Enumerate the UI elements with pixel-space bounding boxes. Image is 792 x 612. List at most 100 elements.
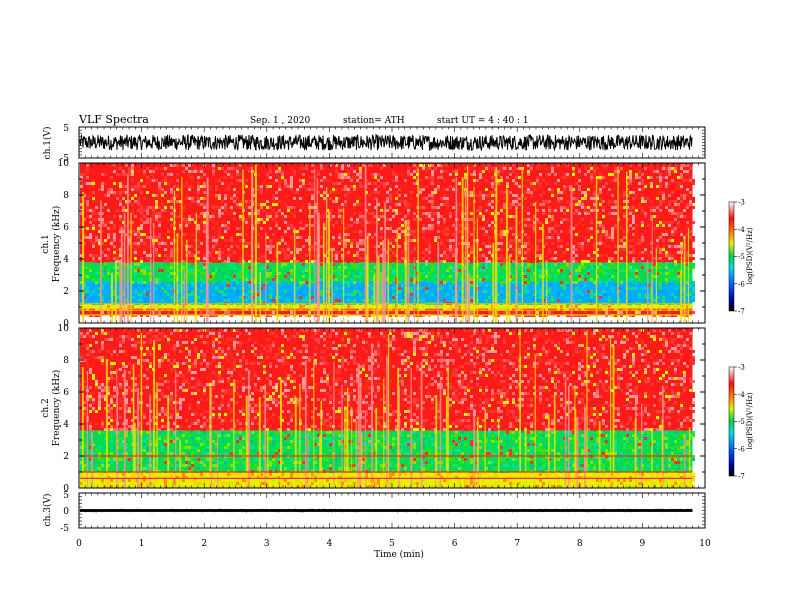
spectro-cell	[686, 305, 689, 308]
spectro-cell	[446, 164, 449, 167]
spectro-cell	[434, 251, 437, 254]
spectro-cell	[629, 266, 632, 269]
spectro-cell	[518, 260, 521, 263]
spectro-cell	[581, 266, 584, 269]
spectro-cell	[611, 233, 614, 236]
spectro-cell	[170, 212, 173, 215]
spectro-cell	[197, 188, 200, 191]
spectro-cell	[341, 215, 344, 218]
spectro-cell	[662, 164, 665, 167]
spectro-cell	[146, 257, 149, 260]
spectro-cell	[266, 284, 269, 287]
spectro-cell	[155, 251, 158, 254]
spectro-cell	[146, 245, 149, 248]
spectro-cell	[623, 194, 626, 197]
spectro-cell	[632, 260, 635, 263]
spectro-cell	[608, 278, 611, 281]
spectro-cell	[677, 206, 680, 209]
spectro-cell	[359, 293, 362, 296]
spectro-cell	[422, 227, 425, 230]
spectro-cell	[680, 188, 683, 191]
spectro-cell	[398, 188, 401, 191]
spectro-cell	[80, 281, 83, 284]
spectro-cell	[398, 236, 401, 239]
spectro-cell	[191, 281, 194, 284]
spectro-cell	[188, 254, 191, 257]
spectro-cell	[632, 269, 635, 272]
spectro-cell	[83, 359, 86, 362]
spectro-cell	[659, 185, 662, 188]
spectro-cell	[155, 272, 158, 275]
spectro-cell	[656, 185, 659, 188]
spectro-cell	[449, 230, 452, 233]
spectro-cell	[155, 173, 158, 176]
spectro-cell	[212, 236, 215, 239]
spectro-cell	[320, 266, 323, 269]
spectro-cell	[380, 176, 383, 179]
spectro-cell	[497, 170, 500, 173]
spectro-cell	[575, 176, 578, 179]
spectro-cell	[182, 260, 185, 263]
spectro-cell	[95, 179, 98, 182]
spectro-cell	[452, 263, 455, 266]
spectro-cell	[653, 167, 656, 170]
spectro-cell	[440, 260, 443, 263]
spectro-cell	[656, 170, 659, 173]
spectro-cell	[401, 233, 404, 236]
spectro-cell	[584, 191, 587, 194]
spectro-cell	[311, 215, 314, 218]
spectro-cell	[572, 197, 575, 200]
spectro-cell	[128, 266, 131, 269]
spectro-cell	[671, 164, 674, 167]
spectro-cell	[428, 251, 431, 254]
spectro-cell	[353, 299, 356, 302]
spectro-cell	[116, 281, 119, 284]
spectro-cell	[644, 299, 647, 302]
spectro-cell	[488, 269, 491, 272]
spectro-cell	[410, 230, 413, 233]
spectro-cell	[359, 212, 362, 215]
spectro-cell	[434, 266, 437, 269]
spectro-cell	[80, 179, 83, 182]
spectro-cell	[599, 176, 602, 179]
spectro-cell	[230, 239, 233, 242]
spectro-cell	[305, 197, 308, 200]
spectro-cell	[665, 215, 668, 218]
spectro-cell	[572, 188, 575, 191]
spectro-cell	[275, 170, 278, 173]
spectro-cell	[575, 242, 578, 245]
spectro-cell	[389, 200, 392, 203]
spectro-cell	[515, 182, 518, 185]
spectro-cell	[497, 167, 500, 170]
spectro-cell	[272, 290, 275, 293]
spectro-cell	[674, 308, 677, 311]
spectro-cell	[140, 269, 143, 272]
spectro-cell	[377, 239, 380, 242]
spectro-cell	[290, 224, 293, 227]
spectro-cell	[464, 173, 467, 176]
spectro-cell	[452, 296, 455, 299]
spectro-cell	[83, 407, 86, 410]
spectro-cell	[650, 269, 653, 272]
spectro-cell	[446, 245, 449, 248]
spectro-cell	[548, 236, 551, 239]
spectro-cell	[203, 227, 206, 230]
spectro-cell	[314, 209, 317, 212]
spectro-cell	[530, 203, 533, 206]
spectro-cell	[356, 284, 359, 287]
spectro-cell	[89, 215, 92, 218]
spectro-cell	[602, 200, 605, 203]
spectro-cell	[218, 236, 221, 239]
spectro-cell	[170, 206, 173, 209]
spectro-cell	[590, 212, 593, 215]
spectro-cell	[80, 335, 83, 338]
spectro-cell	[440, 287, 443, 290]
spectro-cell	[347, 224, 350, 227]
spectro-cell	[527, 311, 530, 314]
spectro-cell	[80, 239, 83, 242]
spectro-cell	[113, 191, 116, 194]
spectro-cell	[491, 185, 494, 188]
spectro-cell	[479, 188, 482, 191]
spectro-cell	[131, 164, 134, 167]
spectro-cell	[596, 278, 599, 281]
